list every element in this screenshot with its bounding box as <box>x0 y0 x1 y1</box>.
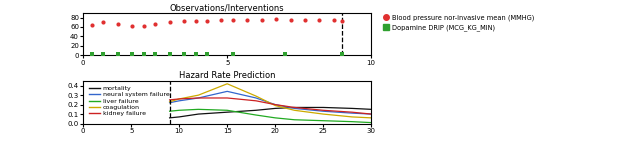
Point <box>337 20 348 22</box>
Point <box>99 53 109 55</box>
Point <box>228 53 238 55</box>
Point <box>139 24 149 27</box>
Point <box>216 19 227 21</box>
Legend: Blood pressure nor-invasive mean (MMHG), Dopamine DRIP (MCG_KG_MIN): Blood pressure nor-invasive mean (MMHG),… <box>380 12 537 34</box>
Point <box>164 53 175 55</box>
Point <box>139 53 149 55</box>
Point <box>150 23 160 25</box>
Point <box>314 19 324 21</box>
Point <box>202 20 212 22</box>
Point <box>164 21 175 23</box>
Point <box>257 19 267 21</box>
Point <box>179 20 189 22</box>
Point <box>87 53 97 55</box>
Point <box>228 19 238 21</box>
Legend: mortality, neural system failure, liver failure, coagulation, kidney failure: mortality, neural system failure, liver … <box>86 83 172 119</box>
Point <box>202 53 212 55</box>
Point <box>87 23 97 26</box>
Point <box>127 25 138 27</box>
Point <box>280 53 290 55</box>
Point <box>300 19 310 21</box>
Point <box>127 53 138 55</box>
Title: Hazard Rate Prediction: Hazard Rate Prediction <box>179 71 275 80</box>
Point <box>113 23 123 25</box>
Point <box>329 19 339 21</box>
Point <box>191 20 201 22</box>
Point <box>150 53 160 55</box>
Point <box>271 18 282 21</box>
Point <box>191 53 201 55</box>
Point <box>113 53 123 55</box>
Point <box>243 19 253 21</box>
Point <box>337 53 348 55</box>
Point <box>99 21 109 23</box>
Point <box>285 19 296 21</box>
Title: Observations/Interventions: Observations/Interventions <box>170 3 285 12</box>
Point <box>179 53 189 55</box>
